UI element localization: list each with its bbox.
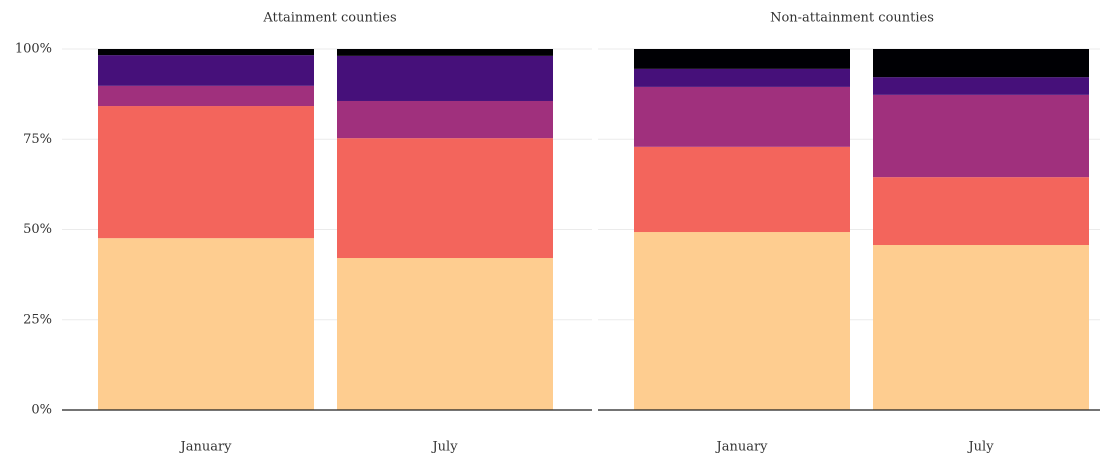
bar-segment xyxy=(337,55,553,101)
bar-segment xyxy=(98,85,314,107)
bar-segment xyxy=(873,77,1089,95)
bar-segment xyxy=(98,55,314,86)
bar-segment xyxy=(98,106,314,239)
bar-segment xyxy=(337,49,553,56)
bar-segment xyxy=(337,258,553,410)
bar-segment xyxy=(634,49,850,69)
x-tick-label: January xyxy=(714,440,768,455)
bar-segment xyxy=(873,245,1089,410)
bar-segment xyxy=(873,94,1089,178)
y-tick-label: 75% xyxy=(23,132,52,147)
bar-segment xyxy=(98,49,314,56)
bar-segment xyxy=(873,177,1089,246)
bar-segment xyxy=(337,100,553,139)
bar-segment xyxy=(634,232,850,410)
x-tick-label: July xyxy=(430,440,458,455)
x-tick-label: January xyxy=(178,440,232,455)
bar-segment xyxy=(98,238,314,410)
x-tick-label: July xyxy=(966,440,994,455)
y-tick-label: 50% xyxy=(23,222,52,237)
y-tick-label: 25% xyxy=(23,312,52,327)
y-tick-label: 0% xyxy=(31,403,52,418)
panel-title: Non-attainment counties xyxy=(770,11,934,26)
bar-segment xyxy=(634,68,850,87)
bar-segment xyxy=(873,49,1089,78)
y-tick-label: 100% xyxy=(15,42,52,57)
bar-segment xyxy=(634,86,850,147)
bar-segment xyxy=(634,146,850,233)
panel-title: Attainment counties xyxy=(262,11,396,26)
bar-segment xyxy=(337,138,553,259)
